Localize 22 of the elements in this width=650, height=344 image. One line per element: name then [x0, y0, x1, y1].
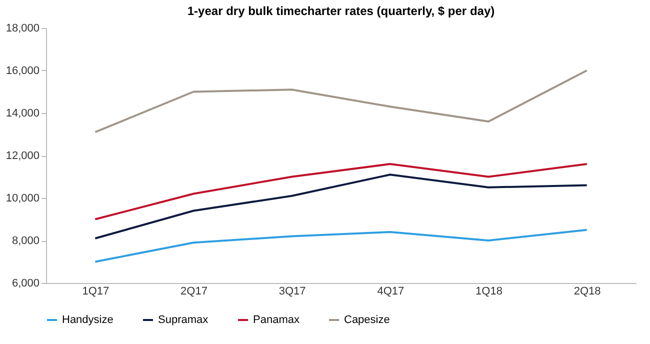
legend-label: Handysize: [62, 314, 114, 326]
chart-title: 1-year dry bulk timecharter rates (quarterly, $ per day): [187, 4, 495, 18]
x-tick-label: 3Q17: [278, 286, 306, 298]
x-tick-label: 4Q17: [377, 286, 404, 298]
legend-label: Supramax: [158, 314, 209, 326]
legend-label: Panamax: [253, 314, 300, 326]
y-tick-label: 6,000: [12, 278, 40, 290]
y-tick-label: 18,000: [6, 22, 40, 34]
y-tick-label: 16,000: [6, 65, 40, 77]
y-tick-label: 10,000: [6, 192, 40, 204]
y-tick-label: 8,000: [12, 235, 40, 247]
line-series: [94, 70, 588, 134]
x-tick-label: 1Q17: [82, 286, 110, 298]
line-series: [94, 163, 588, 220]
line-series: [94, 174, 588, 240]
x-tick-label: 2Q18: [574, 286, 601, 298]
x-tick-label: 2Q17: [180, 286, 208, 298]
x-tick-label: 1Q18: [476, 286, 502, 298]
y-tick-label: 12,000: [6, 150, 40, 162]
y-tick-label: 14,000: [6, 108, 40, 120]
line-series: [94, 228, 588, 263]
legend-label: Capesize: [344, 314, 390, 326]
